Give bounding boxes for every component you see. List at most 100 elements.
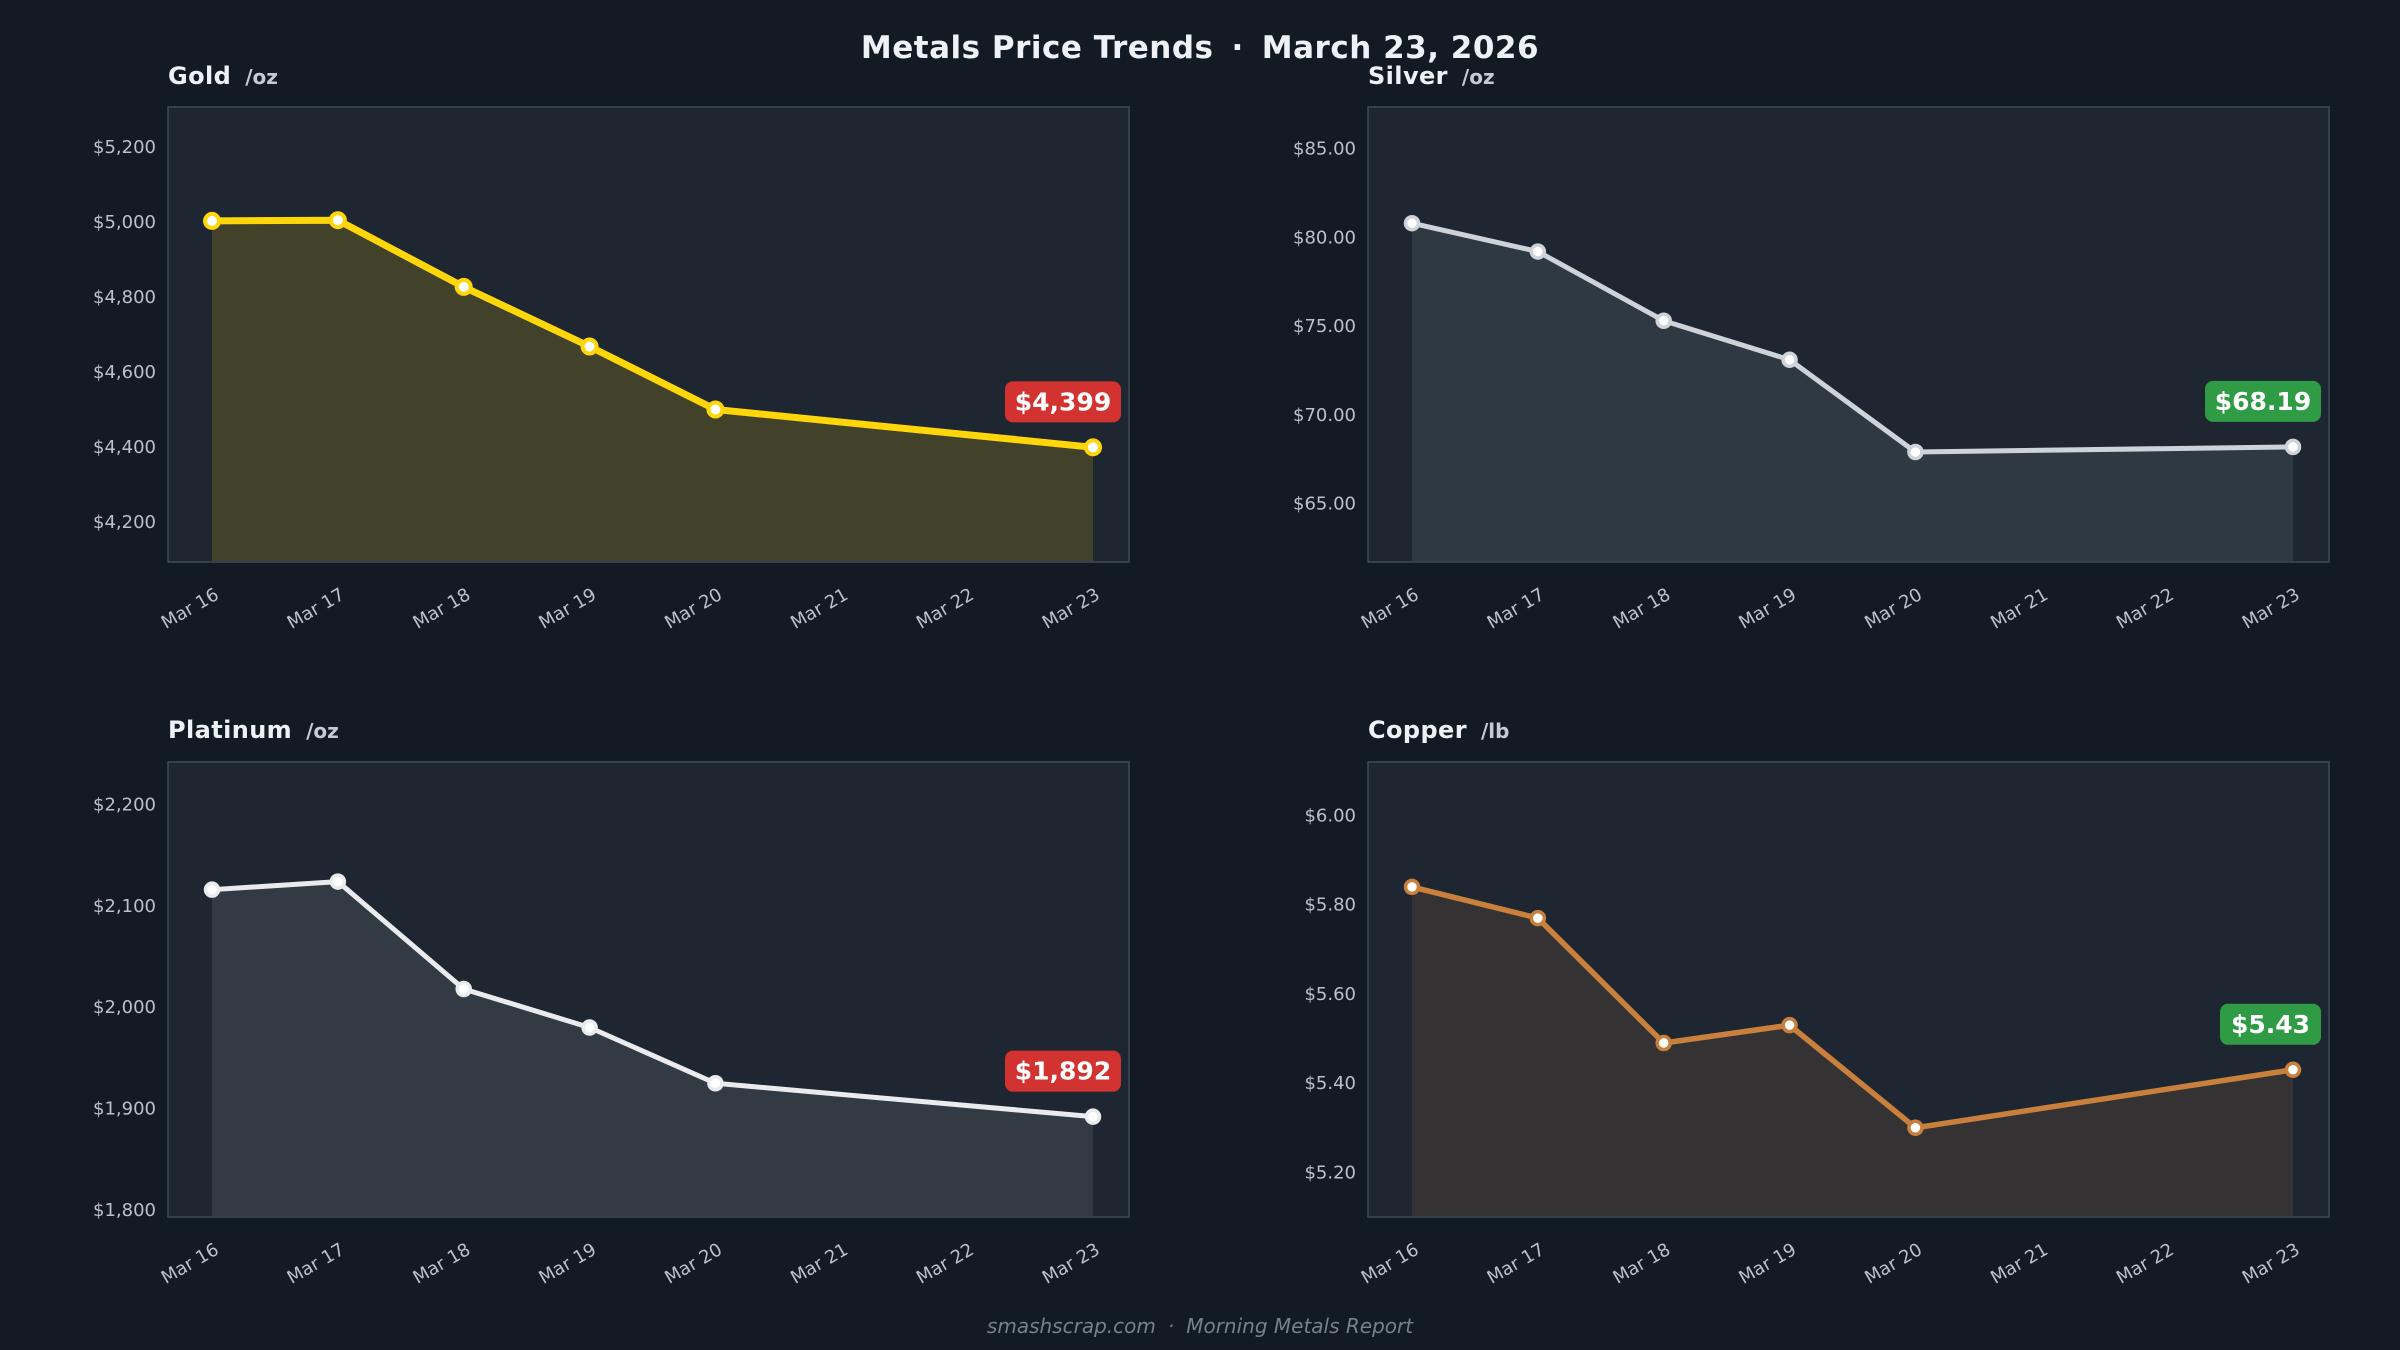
- y-tick-label: $4,800: [93, 287, 156, 308]
- silver-plot-area: [1367, 106, 2330, 563]
- copper-price-chart: $6.00 $5.80 $5.60 $5.40 $5.20 Mar 16 Mar 17 Mar…: [1304, 761, 2330, 1289]
- x-tick-label: Mar 23: [2239, 584, 2304, 633]
- page-footer: smashscrap.com · Morning Metals Report: [0, 1314, 2400, 1338]
- x-tick-label: Mar 16: [158, 584, 223, 633]
- silver-data-point: [1529, 243, 1547, 260]
- gold-area-fill: [212, 220, 1093, 561]
- gold-data-point: [328, 211, 347, 230]
- silver-last-value-badge: [2205, 380, 2321, 422]
- x-tick-label: Mar 21: [787, 1239, 852, 1288]
- x-tick-label: Mar 23: [2239, 1239, 2304, 1288]
- platinum-data-point: [329, 873, 347, 890]
- platinum-price-line: [209, 879, 1096, 1120]
- x-tick-label: Mar 20: [661, 1239, 726, 1288]
- y-tick-label: $4,400: [93, 437, 156, 458]
- copper-plot-area: [1367, 761, 2330, 1218]
- y-tick-label: $5.20: [1304, 1162, 1356, 1183]
- copper-chart-title: Copper /lb: [1368, 716, 1509, 744]
- silver-price-line: [1409, 220, 2296, 455]
- x-tick-label: Mar 19: [1735, 584, 1800, 633]
- y-tick-label: $5,000: [93, 212, 156, 233]
- x-tick-label: Mar 21: [787, 584, 852, 633]
- y-tick-label: $65.00: [1293, 493, 1356, 514]
- x-tick-label: Mar 17: [1484, 1239, 1549, 1288]
- x-tick-label: Mar 18: [410, 1239, 475, 1288]
- gold-chart-title-text: Gold: [168, 62, 232, 90]
- y-tick-label: $6.00: [1304, 806, 1356, 827]
- platinum-data-point: [203, 881, 221, 898]
- x-tick-label: Mar 16: [1358, 584, 1423, 633]
- silver-chart-title-text: Silver: [1368, 62, 1448, 90]
- copper-data-point: [1655, 1034, 1672, 1052]
- x-tick-label: Mar 17: [1484, 584, 1549, 633]
- platinum-data-point: [707, 1074, 724, 1092]
- x-tick-label: Mar 22: [913, 584, 978, 633]
- y-tick-label: $4,200: [93, 512, 156, 533]
- silver-data-point: [2284, 438, 2302, 456]
- y-tick-label: $70.00: [1293, 405, 1356, 426]
- x-tick-label: Mar 23: [1039, 584, 1104, 633]
- y-tick-label: $85.00: [1293, 139, 1356, 160]
- x-tick-label: Mar 22: [2113, 584, 2178, 633]
- y-tick-label: $5.80: [1304, 895, 1356, 916]
- y-tick-label: $5,200: [93, 137, 156, 158]
- silver-chart-unit: /oz: [1461, 65, 1495, 89]
- y-tick-label: $75.00: [1293, 316, 1356, 337]
- y-tick-label: $5.40: [1304, 1073, 1356, 1094]
- y-tick-label: $1,800: [93, 1200, 156, 1221]
- silver-chart-title: Silver /oz: [1368, 62, 1495, 90]
- copper-data-point: [1907, 1119, 1924, 1137]
- x-tick-label: Mar 20: [1861, 1239, 1926, 1288]
- x-tick-label: Mar 21: [1987, 584, 2052, 633]
- y-tick-label: $2,100: [93, 896, 156, 917]
- copper-price-line: [1409, 884, 2296, 1131]
- silver-data-point: [1655, 312, 1672, 330]
- y-tick-label: $4,600: [93, 362, 156, 383]
- gold-chart-unit: /oz: [245, 65, 278, 89]
- silver-data-point: [1403, 214, 1421, 232]
- title-separator: ·: [1231, 30, 1244, 66]
- x-tick-label: Mar 21: [1987, 1239, 2052, 1288]
- silver-data-point: [1907, 443, 1924, 461]
- y-tick-label: $1,900: [93, 1099, 156, 1120]
- x-tick-label: Mar 16: [1358, 1239, 1423, 1288]
- y-tick-label: $2,200: [93, 795, 156, 816]
- platinum-chart-title-text: Platinum: [168, 716, 293, 744]
- page-title-text: Metals Price Trends: [860, 30, 1214, 66]
- x-tick-label: Mar 20: [1861, 584, 1926, 633]
- silver-data-point: [1781, 351, 1798, 369]
- x-tick-label: Mar 18: [1610, 584, 1675, 633]
- x-tick-label: Mar 22: [2113, 1239, 2178, 1288]
- copper-data-point: [2284, 1061, 2302, 1079]
- gold-plot-area: [167, 106, 1130, 563]
- platinum-data-point: [581, 1019, 598, 1036]
- copper-chart-unit: /lb: [1480, 719, 1510, 743]
- gold-price-line: [208, 216, 1097, 451]
- x-tick-label: Mar 23: [1039, 1239, 1104, 1288]
- footer-report: Morning Metals Report: [1186, 1314, 1414, 1338]
- x-tick-label: Mar 20: [661, 584, 726, 633]
- silver-price-chart: $85.00 $80.00 $75.00 $70.00 $65.00 Mar 16 Mar …: [1293, 106, 2330, 634]
- gold-price-chart: $5,200 $5,000 $4,800 $4,600 $4,400 $4,200 Mar …: [93, 106, 1130, 634]
- platinum-data-point: [1084, 1108, 1102, 1125]
- copper-data-point: [1529, 909, 1547, 927]
- silver-last-value-text: $68.19: [2215, 387, 2311, 416]
- x-tick-label: Mar 17: [284, 584, 349, 633]
- platinum-plot-area: [167, 761, 1130, 1218]
- gold-data-point: [203, 211, 221, 230]
- copper-last-value-badge: [2220, 1003, 2321, 1045]
- platinum-last-value-badge: [1005, 1050, 1121, 1092]
- x-tick-label: Mar 18: [410, 584, 475, 633]
- x-tick-label: Mar 17: [284, 1239, 349, 1288]
- footer-source: smashscrap.com: [986, 1314, 1156, 1338]
- footer-separator: ·: [1167, 1314, 1175, 1338]
- x-tick-label: Mar 18: [1610, 1239, 1675, 1288]
- gold-chart-title: Gold /oz: [168, 62, 278, 90]
- page-title: Metals Price Trends · March 23, 2026: [0, 30, 2400, 66]
- copper-last-value-text: $5.43: [2231, 1010, 2310, 1039]
- platinum-chart-unit: /oz: [306, 719, 339, 743]
- x-tick-label: Mar 19: [1735, 1239, 1800, 1288]
- y-tick-label: $2,000: [93, 997, 156, 1018]
